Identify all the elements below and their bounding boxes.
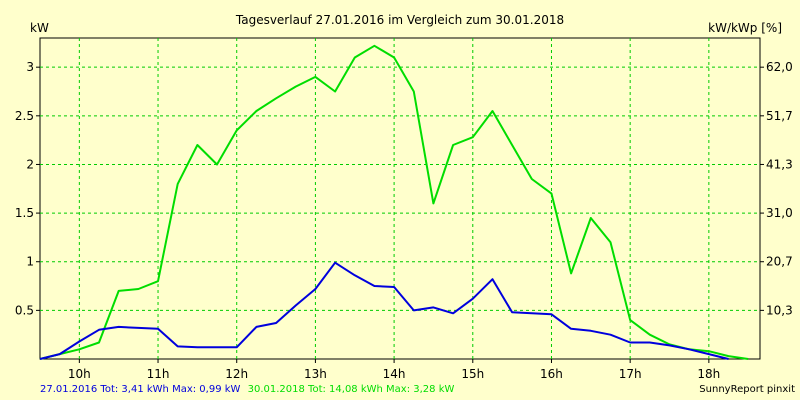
- y-axis-label-right: kW/kWp [%]: [708, 21, 782, 35]
- brand-credit: SunnyReport pinxit: [699, 384, 795, 395]
- y-right-tick-label: 62,0: [766, 60, 793, 74]
- plot-area: [39, 37, 761, 360]
- x-tick-label: 12h: [225, 367, 248, 381]
- legend-series-2018: 30.01.2018 Tot: 14,08 kWh Max: 3,28 kW: [248, 384, 455, 395]
- x-tick-label: 18h: [697, 367, 720, 381]
- y-axis-label-left: kW: [30, 21, 49, 35]
- y-right-tick-labels: 10,3 20,7 31,0 41,3 51,7 62,0: [766, 60, 793, 317]
- x-tick-label: 14h: [383, 367, 406, 381]
- y-left-tick-label: 1.5: [15, 206, 34, 220]
- x-tick-labels: 10h 11h 12h 13h 14h 15h 16h 17h 18h: [68, 367, 720, 381]
- y-right-tick-label: 10,3: [766, 303, 793, 317]
- series-lines: [39, 44, 749, 360]
- x-tick-label: 11h: [147, 367, 170, 381]
- y-right-tick-label: 51,7: [766, 109, 793, 123]
- series-2018-line: [39, 44, 749, 360]
- legend-series-2016: 27.01.2016 Tot: 3,41 kWh Max: 0,99 kW: [40, 384, 241, 395]
- x-tick-label: 13h: [304, 367, 327, 381]
- series-2016-line: [39, 261, 729, 360]
- x-tick-label: 10h: [68, 367, 91, 381]
- y-left-tick-label: 0.5: [15, 303, 34, 317]
- y-left-tick-label: 3: [26, 60, 34, 74]
- y-left-tick-label: 2.5: [15, 109, 34, 123]
- x-tick-label: 15h: [461, 367, 484, 381]
- x-tick-label: 16h: [540, 367, 563, 381]
- y-left-tick-label: 1: [26, 255, 34, 269]
- chart-title: Tagesverlauf 27.01.2016 im Vergleich zum…: [235, 13, 564, 27]
- y-right-tick-label: 31,0: [766, 206, 793, 220]
- x-tick-label: 17h: [619, 367, 642, 381]
- y-left-tick-label: 2: [26, 157, 34, 171]
- footer-legend: 27.01.2016 Tot: 3,41 kWh Max: 0,99 kW 30…: [40, 384, 454, 395]
- y-left-tick-labels: 0.5 1 1.5 2 2.5 3: [15, 60, 34, 317]
- y-right-tick-label: 41,3: [766, 157, 793, 171]
- y-right-tick-label: 20,7: [766, 255, 793, 269]
